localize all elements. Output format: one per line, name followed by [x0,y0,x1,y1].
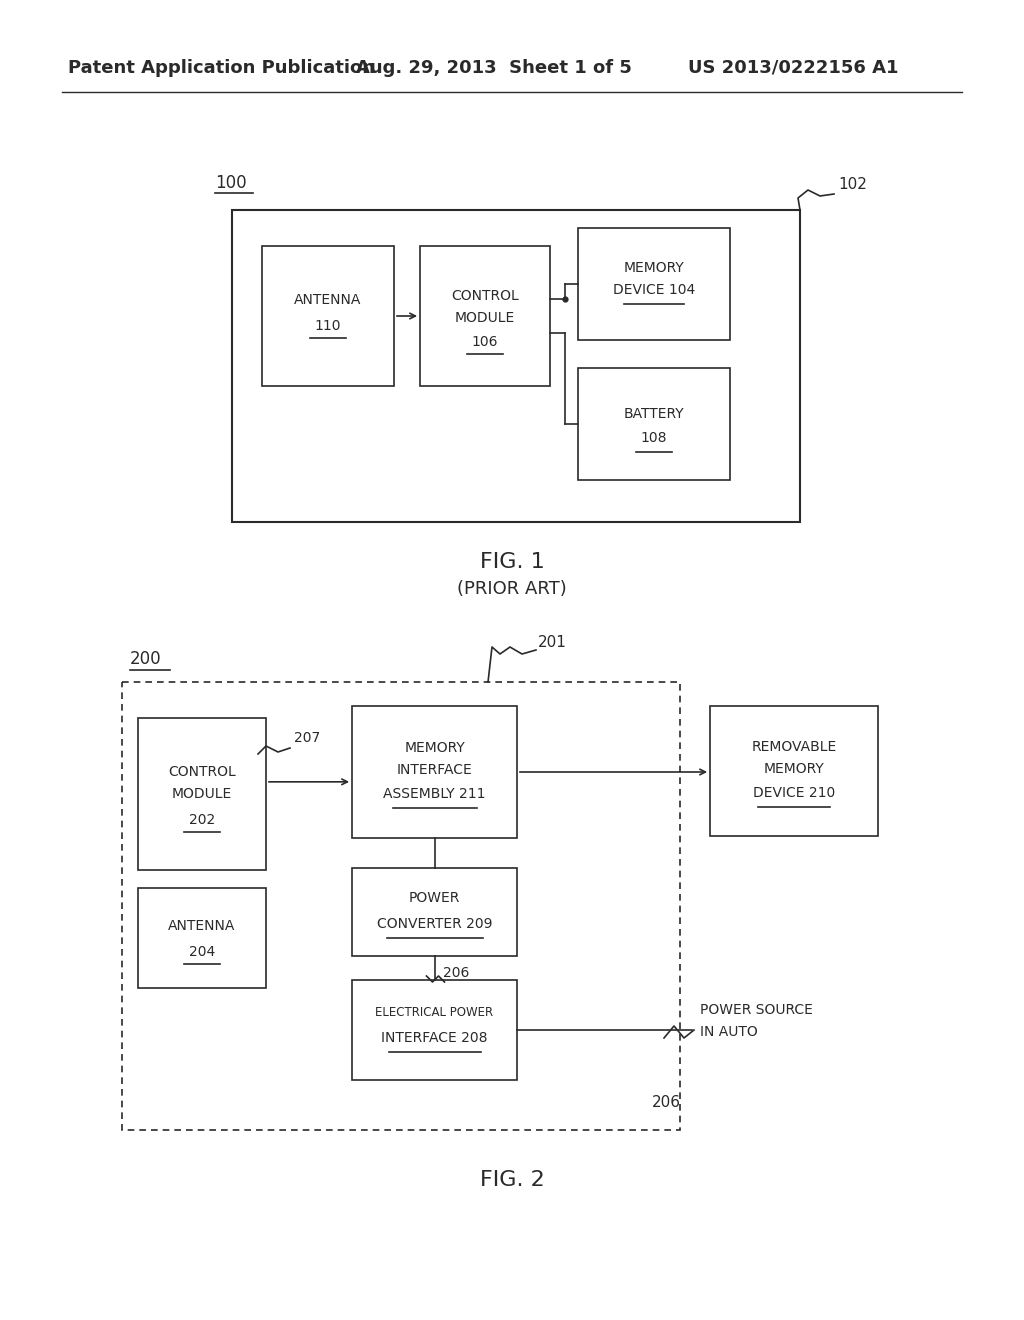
Bar [352,869,517,956]
Bar [232,210,800,521]
Text: MEMORY: MEMORY [624,261,684,275]
Text: DEVICE 210: DEVICE 210 [753,785,836,800]
Text: POWER: POWER [409,891,460,906]
Bar [122,682,680,1130]
Bar [578,228,730,341]
Text: 206: 206 [442,966,469,979]
Text: CONVERTER 209: CONVERTER 209 [377,917,493,931]
Bar [710,706,878,836]
Text: 201: 201 [538,635,567,649]
Text: (PRIOR ART): (PRIOR ART) [457,579,567,598]
Bar [420,246,550,385]
Bar [352,979,517,1080]
Bar [138,888,266,987]
Text: MODULE: MODULE [455,312,515,325]
Text: Aug. 29, 2013  Sheet 1 of 5: Aug. 29, 2013 Sheet 1 of 5 [356,59,632,77]
Text: 207: 207 [294,731,321,744]
Text: ASSEMBLY 211: ASSEMBLY 211 [383,787,485,801]
Text: ANTENNA: ANTENNA [168,919,236,933]
Text: REMOVABLE: REMOVABLE [752,741,837,754]
Bar [138,718,266,870]
Text: 206: 206 [651,1096,681,1110]
Text: MEMORY: MEMORY [764,762,824,776]
Text: DEVICE 104: DEVICE 104 [613,282,695,297]
Text: BATTERY: BATTERY [624,407,684,421]
Text: INTERFACE 208: INTERFACE 208 [381,1031,487,1045]
Bar [352,706,517,838]
Text: 110: 110 [314,319,341,333]
Text: 100: 100 [215,174,247,191]
Text: FIG. 1: FIG. 1 [479,552,545,572]
Text: IN AUTO: IN AUTO [700,1026,758,1039]
Text: 202: 202 [188,813,215,828]
Text: ANTENNA: ANTENNA [294,293,361,308]
Text: MODULE: MODULE [172,787,232,801]
Text: CONTROL: CONTROL [168,766,236,779]
Bar [262,246,394,385]
Text: CONTROL: CONTROL [452,289,519,304]
Text: POWER SOURCE: POWER SOURCE [700,1003,813,1016]
Text: 200: 200 [130,649,162,668]
Text: MEMORY: MEMORY [404,741,465,755]
Text: Patent Application Publication: Patent Application Publication [68,59,375,77]
Text: ELECTRICAL POWER: ELECTRICAL POWER [376,1006,494,1019]
Text: 108: 108 [641,432,668,445]
Text: 102: 102 [838,177,867,191]
Bar [578,368,730,480]
Text: FIG. 2: FIG. 2 [479,1170,545,1191]
Text: US 2013/0222156 A1: US 2013/0222156 A1 [688,59,898,77]
Text: INTERFACE: INTERFACE [396,763,472,777]
Text: 204: 204 [188,945,215,960]
Text: 106: 106 [472,335,499,348]
